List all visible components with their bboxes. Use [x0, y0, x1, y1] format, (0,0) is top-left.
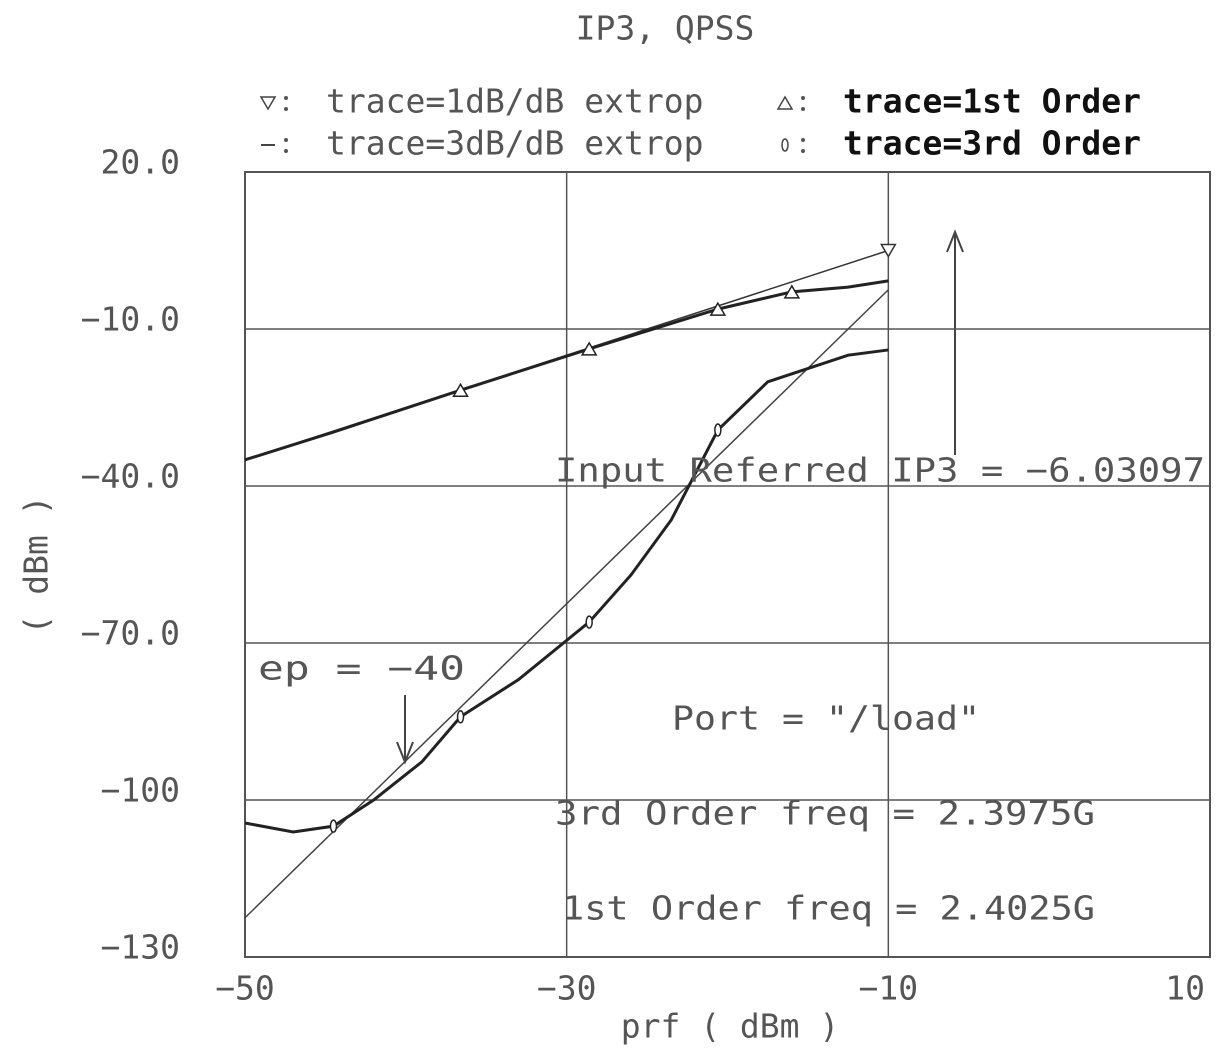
chart-title: IP3, QPSS: [576, 9, 755, 48]
y-tick-label: −10.0: [81, 300, 180, 339]
legend-colon: [284, 107, 288, 111]
legend-label: trace=3rd Order: [843, 124, 1141, 163]
legend-marker: [781, 138, 789, 152]
data-point: [452, 382, 469, 397]
annotation: ep = −40: [258, 649, 465, 688]
data-point: [880, 243, 897, 258]
x-axis-label: prf ( dBm ): [621, 1007, 840, 1046]
x-tick-label: −10: [859, 969, 919, 1008]
legend-marker: [259, 96, 277, 111]
y-tick-label: 20.0: [101, 143, 180, 182]
series-line: [244, 279, 889, 462]
annotation: 3rd Order freq = 2.3975G: [555, 794, 1095, 833]
legend-colon: [801, 149, 805, 153]
legend-colon: [284, 96, 288, 100]
data-point: [709, 301, 727, 316]
x-tick-label: 10: [1165, 969, 1205, 1008]
legend-colon: [801, 107, 805, 111]
legend-label: trace=1st Order: [843, 82, 1141, 121]
data-point: [329, 819, 338, 833]
annotation: 1st Order freq = 2.4025G: [562, 889, 1095, 928]
data-point: [580, 341, 598, 356]
y-tick-label: −70.0: [81, 614, 180, 653]
x-tick-label: −30: [537, 969, 597, 1008]
legend-label: trace=1dB/dB extrop: [326, 82, 704, 121]
x-tick-label: −50: [215, 969, 275, 1008]
data-point: [783, 284, 801, 299]
annotation: Port = "/load": [672, 699, 980, 738]
data-point: [456, 710, 465, 724]
data-point: [714, 423, 722, 437]
annotation: Input Referred IP3 = −6.03097: [555, 451, 1205, 490]
data-point: [585, 615, 593, 629]
y-tick-label: −40.0: [81, 457, 180, 496]
ip3-arrow-head: [946, 229, 964, 253]
legend-colon: [801, 138, 805, 142]
y-tick-label: −130: [101, 928, 180, 967]
legend-marker: [776, 95, 794, 110]
y-axis-label: ( dBm ): [17, 495, 56, 634]
legend-label: trace=3dB/dB extrop: [326, 124, 704, 163]
legend-colon: [284, 149, 288, 153]
y-tick-label: −100: [101, 771, 180, 810]
legend-colon: [284, 138, 288, 142]
legend-colon: [801, 96, 805, 100]
plot-frame: [244, 171, 1211, 958]
series-line: [244, 348, 889, 834]
